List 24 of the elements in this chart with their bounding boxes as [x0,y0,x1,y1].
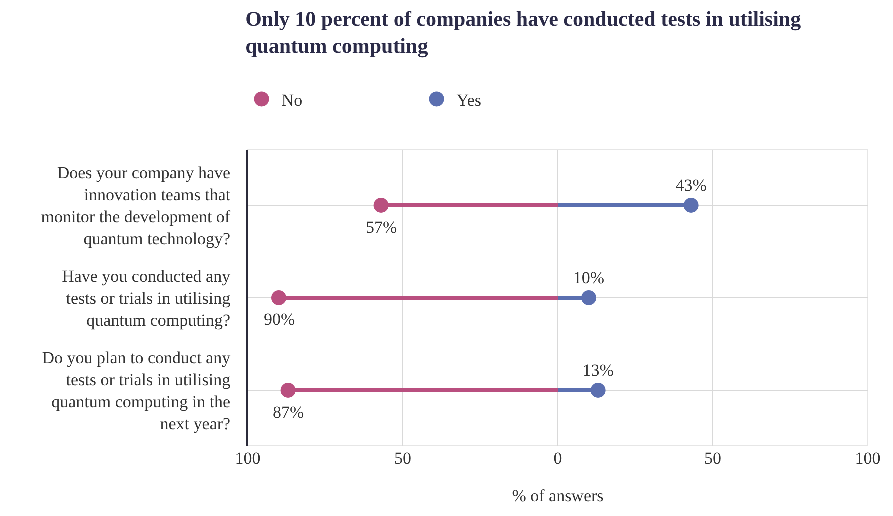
annotation: 87% [273,403,304,422]
y-tick-label: Does your company have innovation teams that monitor the development of quantum technology? [41,163,231,249]
point [684,198,699,213]
annotation: 57% [366,218,398,237]
point [272,290,286,306]
x-tick-label: 100 [235,449,261,468]
point [582,290,596,306]
x-tick-label: 100 [855,449,881,468]
x-tick-label: 50 [704,449,722,468]
x-tick-label: 50 [394,449,412,468]
data-label: 10% [573,268,605,288]
point [590,383,606,398]
x-tick-label: 0 [554,449,562,468]
data-label: 43% [676,176,707,195]
y-tick-label: Do you plan to conduct any tests or trials in utilising quantum computing in the next year? [42,348,232,434]
chart-title: Only 10 percent of companies have conducted tests in utilising quantum computing [246,6,802,58]
legend-label: No [282,90,303,110]
data-label: 13% [582,360,614,380]
point [374,198,389,213]
point [280,383,296,398]
annotation: 90% [264,310,296,329]
y-tick-label: Have you conducted any tests or trials in utilising quantum computing? [62,266,232,330]
legend-label: Yes [456,90,482,110]
x-axis-title: % of answers [512,486,604,506]
